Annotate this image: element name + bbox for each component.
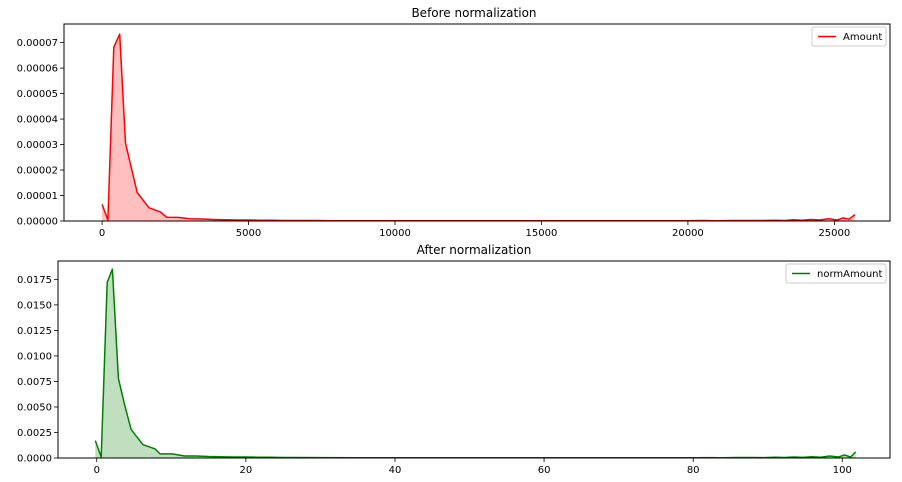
x-tick-label: 25000 (818, 228, 850, 239)
chart-title: After normalization (417, 243, 532, 257)
y-tick-label: 0.0075 (17, 377, 52, 388)
axes-frame (63, 23, 891, 222)
chart-after-normalization: After normalization 0 20 40 60 80 100 0.0000 0.… (17, 243, 891, 476)
y-tick-label: 0.00000 (17, 217, 58, 228)
y-tick-label: 0.0050 (17, 402, 52, 413)
x-tick-label: 5000 (236, 228, 261, 239)
y-tick-label: 0.0125 (17, 326, 52, 337)
y-tick-label: 0.00003 (17, 140, 58, 151)
x-tick-label: 60 (538, 465, 551, 476)
chart-title: Before normalization (411, 6, 536, 20)
y-tick-label: 0.00002 (17, 166, 58, 177)
x-tick-label: 10000 (379, 228, 411, 239)
legend: normAmount (785, 263, 887, 284)
legend-label: Amount (843, 32, 882, 43)
y-tick-label: 0.0100 (17, 351, 52, 362)
y-tick-label: 0.00001 (17, 191, 58, 202)
y-tick-label: 0.0025 (17, 428, 52, 439)
y-tick-label: 0.00004 (17, 115, 58, 126)
legend: Amount (811, 26, 887, 47)
x-tick-label: 20000 (672, 228, 704, 239)
y-tick-label: 0.00005 (17, 89, 58, 100)
x-tick-label: 15000 (526, 228, 558, 239)
x-tick-label: 80 (687, 465, 700, 476)
y-tick-label: 0.0150 (17, 300, 52, 311)
legend-box (811, 26, 887, 47)
legend-label: normAmount (817, 269, 883, 280)
x-tick-label: 40 (389, 465, 402, 476)
legend-box (785, 263, 887, 284)
x-tick-label: 0 (99, 228, 105, 239)
x-tick-label: 20 (240, 465, 253, 476)
y-tick-label: 0.0000 (17, 454, 52, 465)
y-tick-label: 0.00007 (17, 38, 58, 49)
chart-before-normalization: Before normalization 0 5000 10000 15000 2000… (17, 6, 891, 239)
x-tick-label: 100 (833, 465, 852, 476)
x-tick-label: 0 (94, 465, 100, 476)
y-tick-label: 0.0175 (17, 275, 52, 286)
y-tick-label: 0.00006 (17, 64, 58, 75)
axes-frame (57, 260, 891, 459)
plot-area: 0 20 40 60 80 100 0.0000 0.0025 0.0050 0.0075 0.01… (17, 268, 857, 476)
